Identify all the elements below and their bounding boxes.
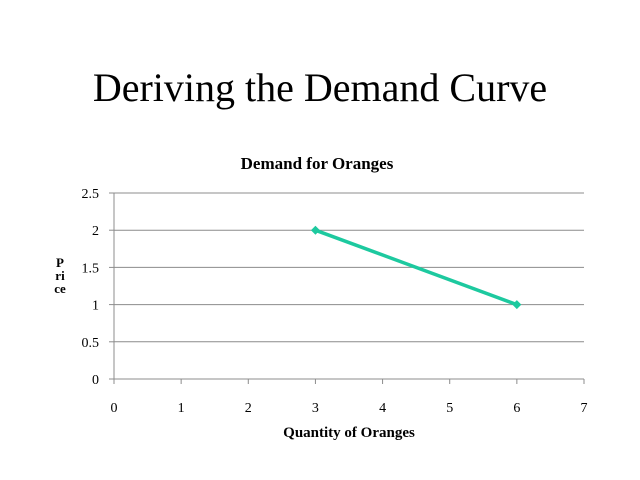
y-tick-label: 0 <box>92 373 99 388</box>
x-tick-label: 2 <box>245 401 252 416</box>
y-tick-label: 1.5 <box>82 261 100 276</box>
x-tick-label: 5 <box>446 401 453 416</box>
chart-title: Demand for Oranges <box>240 154 394 173</box>
x-axis-label: Quantity of Oranges <box>283 425 415 441</box>
data-point-marker <box>310 225 320 235</box>
x-tick-label: 7 <box>581 401 588 416</box>
demand-line <box>314 228 518 307</box>
x-tick-label: 3 <box>312 401 319 416</box>
y-tick-label: 2.5 <box>82 187 100 202</box>
x-tick-label: 4 <box>379 401 386 416</box>
slide-title: Deriving the Demand Curve <box>92 65 548 110</box>
y-tick-label: 1 <box>92 299 99 314</box>
y-tick-label: 0.5 <box>82 336 100 351</box>
y-axis-label: Price <box>54 255 66 296</box>
y-tick-label: 2 <box>92 224 99 239</box>
data-point-marker <box>512 300 522 310</box>
x-tick-label: 6 <box>513 401 520 416</box>
x-tick-label: 0 <box>111 401 118 416</box>
x-tick-label: 1 <box>178 401 185 416</box>
